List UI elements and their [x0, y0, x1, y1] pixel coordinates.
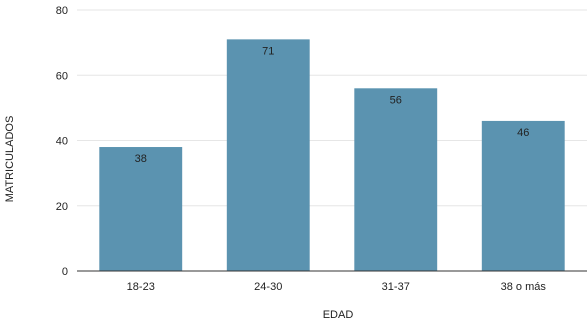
bars	[99, 39, 565, 271]
data-label: 56	[390, 94, 402, 106]
data-labels: 38 71 56 46	[135, 45, 530, 165]
x-axis-title: EDAD	[323, 309, 354, 321]
x-tick-label: 31-37	[382, 281, 410, 293]
data-label: 38	[135, 153, 147, 165]
y-tick-label: 40	[56, 136, 68, 148]
bar	[226, 39, 310, 271]
data-label: 46	[517, 127, 529, 139]
y-axis-title: MATRICULADOS	[4, 116, 16, 203]
x-tick-label: 18-23	[127, 281, 155, 293]
bar	[99, 147, 183, 271]
y-tick-label: 80	[56, 5, 68, 17]
y-tick-label: 20	[56, 201, 68, 213]
bar	[481, 120, 565, 271]
x-tick-label: 24-30	[254, 281, 282, 293]
bar	[354, 88, 438, 271]
y-tick-label: 60	[56, 70, 68, 82]
x-tick-label: 38 o más	[501, 281, 547, 293]
data-label: 71	[262, 45, 274, 57]
x-tick-labels: 18-23 24-30 31-37 38 o más	[127, 281, 547, 293]
y-tick-labels: 0 20 40 60 80	[56, 5, 68, 278]
y-tick-label: 0	[62, 266, 68, 278]
